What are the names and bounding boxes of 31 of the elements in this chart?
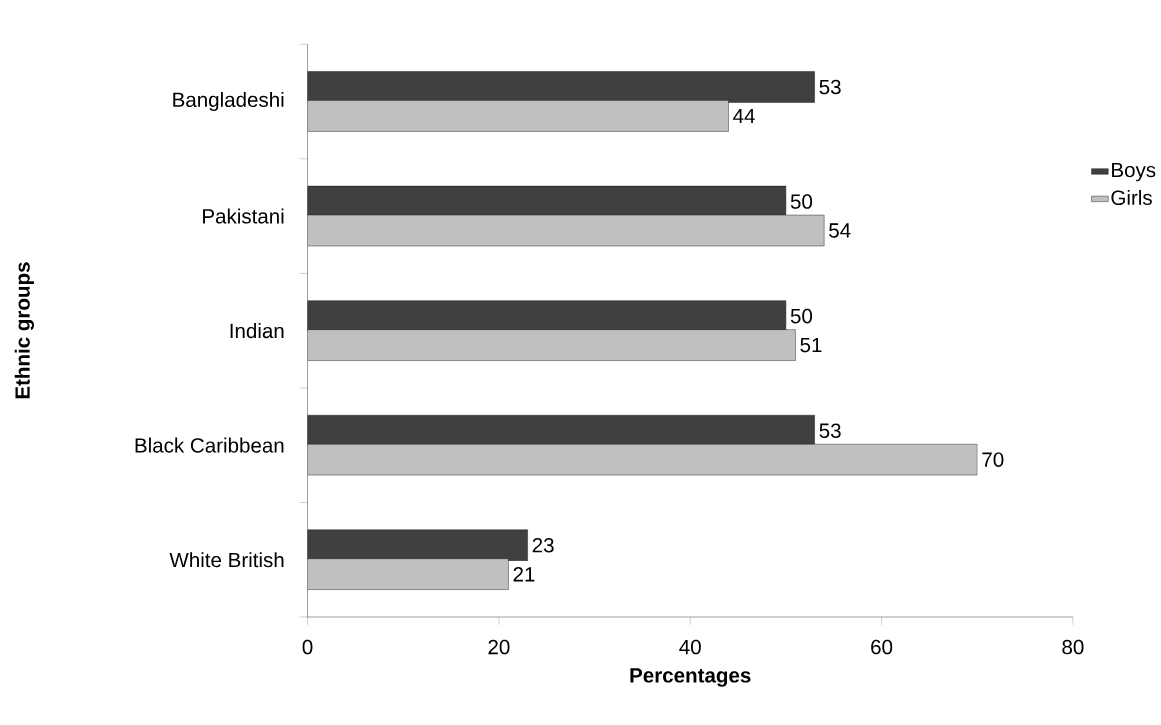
data-label: 44 (733, 108, 755, 124)
x-tick-label: 60 (871, 639, 893, 655)
bar (307, 214, 825, 247)
x-tick-label: 80 (1062, 639, 1084, 655)
data-label: 51 (800, 337, 822, 353)
data-label: 23 (532, 537, 554, 553)
bar (307, 443, 978, 476)
y-tick-label: Bangladeshi (173, 91, 284, 112)
bar (307, 558, 509, 590)
data-label: 53 (819, 79, 841, 95)
data-label: 70 (982, 452, 1004, 467)
y-tick-label: Black Caribbean (135, 437, 284, 453)
data-label: 50 (790, 308, 813, 324)
y-axis-title: Ethnic groups (14, 262, 34, 399)
bar (307, 100, 729, 132)
bar (307, 329, 796, 361)
data-label: 50 (790, 194, 813, 209)
x-tick-label: 40 (679, 639, 701, 655)
legend-label: Boys (1112, 162, 1156, 182)
x-tick-label: 0 (302, 639, 313, 655)
y-tick-label: White British (169, 552, 284, 568)
bar (307, 414, 815, 447)
x-tick-label: 20 (488, 639, 510, 655)
data-label: 53 (819, 423, 841, 438)
y-tick-label: Indian (230, 323, 284, 339)
legend-label: Girls (1111, 189, 1152, 205)
y-tick-label: Pakistani (203, 208, 284, 224)
x-axis-title: Percentages (630, 668, 751, 687)
data-label: 21 (513, 567, 535, 582)
bar (307, 71, 815, 103)
data-label: 54 (829, 223, 851, 238)
